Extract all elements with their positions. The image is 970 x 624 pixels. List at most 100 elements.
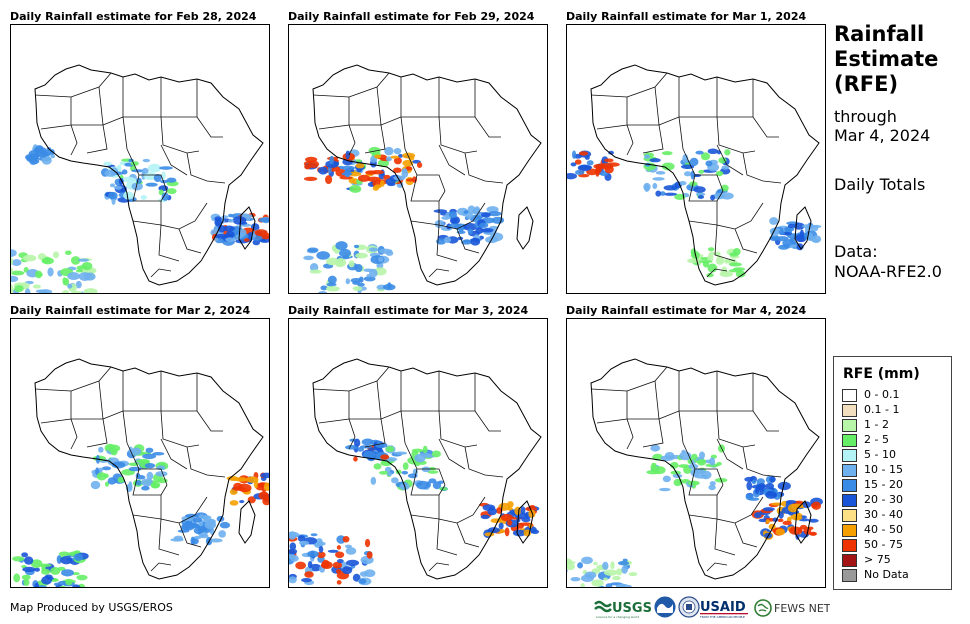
country-border [126,442,168,486]
through-date: Mar 4, 2024 [834,126,931,145]
madagascar-outline [794,500,812,544]
country-border [734,522,758,548]
country-border [439,79,476,118]
map-panel-mar-1: Daily Rainfall estimate for Mar 1, 2024 [566,10,826,304]
country-border [716,144,744,176]
country-border [626,124,634,156]
legend-swatch [842,419,857,432]
panel-title: Daily Rainfall estimate for Feb 28, 2024 [10,10,257,23]
source-label: Data: [834,242,878,261]
legend-swatch [842,524,857,537]
madagascar-outline [516,206,534,250]
legend-swatch [842,404,857,417]
country-border [679,371,718,412]
panel-title: Daily Rainfall estimate for Mar 4, 2024 [566,304,807,317]
africa-outline [312,64,542,286]
usaid-logo: USAID FROM THE AMERICAN PEOPLE [700,600,748,619]
svg-text:science for a changing world: science for a changing world [596,615,639,619]
country-border [716,438,744,470]
country-border [348,366,390,392]
title-line: Estimate [834,47,939,71]
country-border [401,371,440,412]
country-border [716,116,756,154]
country-border [404,148,446,192]
country-border [688,468,724,496]
africa-outline [312,358,542,580]
rainfall-overlay [12,443,269,587]
country-border [312,94,350,130]
madagascar-outline [516,500,534,544]
legend-swatch [842,479,857,492]
legend-title: RFE (mm) [843,366,920,382]
map-panel-feb-29: Daily Rainfall estimate for Feb 29, 2024 [288,10,548,304]
usgs-text: USGS [612,601,652,616]
legend-label: 40 - 50 [864,523,903,536]
country-border [349,86,382,126]
legend-label: 30 - 40 [864,508,903,521]
country-border [642,124,664,154]
legend-label: 0 - 0.1 [864,388,900,401]
map-panel-mar-4: Daily Rainfall estimate for Mar 4, 2024 [566,304,826,598]
legend-swatch [842,539,857,552]
country-border [122,116,128,150]
country-border [160,201,208,230]
country-border [70,366,112,392]
country-border [71,86,104,126]
country-border [678,116,684,150]
country-border [160,144,188,176]
legend-swatch [842,569,857,582]
country-border [410,468,446,496]
country-border [626,366,668,392]
legend-swatch [842,449,857,462]
country-border [717,79,754,118]
country-border [682,442,724,486]
country-border [706,268,728,278]
country-border [716,410,756,448]
frequency-label: Daily Totals [834,175,926,194]
country-border [464,152,504,184]
legend-label: 10 - 15 [864,463,903,476]
country-border [438,144,466,176]
country-border [348,418,356,450]
country-border [658,77,680,126]
rainfall-map [288,318,548,588]
rainfall-map [288,24,548,294]
country-border [132,174,168,202]
svg-text:FROM THE AMERICAN PEOPLE: FROM THE AMERICAN PEOPLE [700,615,745,619]
panel-title: Daily Rainfall estimate for Feb 29, 2024 [288,10,535,23]
country-border [70,72,112,98]
rainfall-map [566,318,826,588]
country-border [456,228,480,254]
country-border [410,174,446,202]
rainfall-overlay [567,148,822,278]
country-border [34,388,72,424]
country-border [658,371,680,420]
country-border [404,442,446,486]
legend-label: 0.1 - 1 [864,403,900,416]
country-border [123,77,162,118]
country-border [688,174,724,202]
africa-outline [34,358,264,580]
country-border [364,124,386,154]
country-border [474,116,501,138]
country-border [160,438,188,470]
country-border [716,201,764,230]
usgs-logo: USGS science for a changing world [594,600,652,619]
country-border [456,522,480,548]
legend-label: No Data [864,568,909,581]
country-border [679,77,718,118]
map-panel-mar-2: Daily Rainfall estimate for Mar 2, 2024 [10,304,270,598]
country-border [410,220,440,226]
legend-label: 5 - 10 [864,448,896,461]
country-border [186,446,226,478]
country-border [688,220,718,226]
madagascar-outline [238,500,256,544]
country-border [401,77,440,118]
country-border [752,116,779,138]
legend-swatch [842,494,857,507]
country-border [714,224,736,262]
country-border [436,224,458,262]
country-border [312,388,350,424]
country-border [436,518,458,556]
country-border [178,522,202,548]
